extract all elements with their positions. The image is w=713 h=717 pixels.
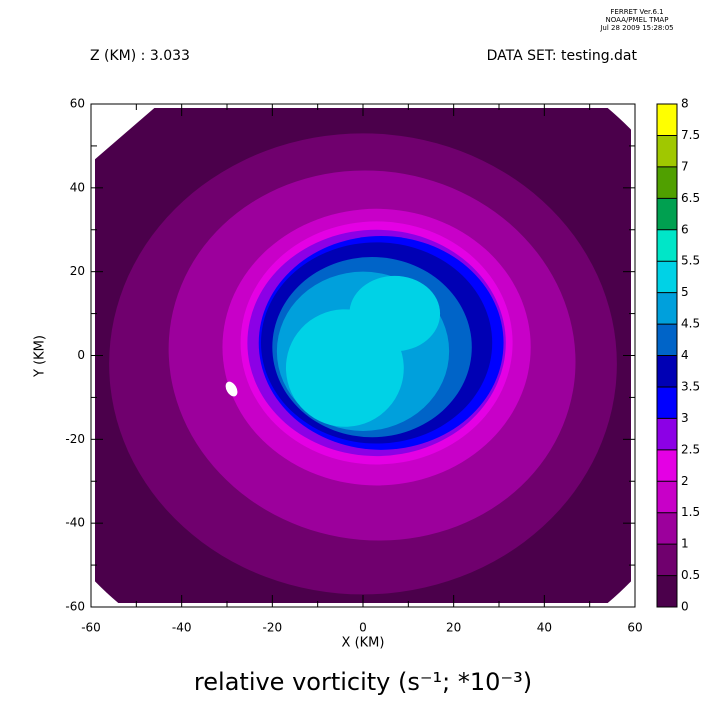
colorbar-label: 8	[681, 97, 689, 111]
x-tick-label: 20	[446, 621, 461, 635]
colorbar-band	[657, 481, 677, 513]
colorbar-label: 4	[681, 348, 689, 362]
y-tick-label: 0	[77, 348, 85, 362]
colorbar-label: 5.5	[681, 254, 700, 268]
x-axis-label: X (KM)	[342, 636, 385, 651]
y-tick-label: 60	[70, 97, 85, 111]
subtitle-left: Z (KM) : 3.033	[90, 48, 190, 64]
colorbar-band	[657, 324, 677, 356]
colorbar-band	[657, 575, 677, 607]
org: NOAA/PMEL TMAP	[606, 16, 669, 24]
y-tick-label: -20	[65, 432, 85, 446]
chart-title: relative vorticity (s⁻¹; *10⁻³)	[194, 668, 532, 696]
contour-band	[349, 275, 441, 352]
colorbar-label: 6.5	[681, 191, 700, 205]
colorbar-label: 7	[681, 159, 689, 173]
y-tick-label: -60	[65, 600, 85, 614]
colorbar-label: 0	[681, 600, 689, 614]
colorbar-label: 3.5	[681, 379, 700, 393]
y-axis-label: Y (KM)	[33, 335, 48, 378]
x-tick-label: 60	[627, 621, 642, 635]
colorbar-label: 2	[681, 474, 689, 488]
colorbar-band	[657, 292, 677, 325]
colorbar-band	[657, 386, 677, 419]
colorbar-band	[657, 512, 677, 545]
y-tick-label: 20	[70, 264, 85, 278]
x-tick-label: -60	[81, 621, 101, 635]
subtitle-right: DATA SET: testing.dat	[487, 48, 638, 64]
colorbar-band	[657, 544, 677, 576]
no-data	[225, 381, 238, 397]
date: Jul 28 2009 15:28:05	[599, 24, 673, 32]
colorbar-label: 7.5	[681, 128, 700, 142]
colorbar-band	[657, 355, 677, 387]
x-tick-label: 0	[359, 621, 367, 635]
colorbar-band	[657, 449, 677, 482]
x-tick-label: 40	[537, 621, 552, 635]
colorbar-label: 2.5	[681, 442, 700, 456]
colorbar-label: 1	[681, 537, 689, 551]
no-data	[95, 108, 155, 160]
colorbar-label: 5	[681, 285, 689, 299]
x-tick-label: -40	[172, 621, 192, 635]
colorbar-label: 6	[681, 222, 689, 236]
colorbar-band	[657, 229, 677, 262]
y-tick-label: 40	[70, 180, 85, 194]
x-tick-label: -20	[263, 621, 283, 635]
colorbar-band	[657, 104, 677, 136]
colorbar-label: 0.5	[681, 568, 700, 582]
colorbar-label: 3	[681, 411, 689, 425]
colorbar-label: 4.5	[681, 317, 700, 331]
colorbar-band	[657, 198, 677, 230]
program: FERRET Ver.6.1	[610, 8, 663, 16]
colorbar-band	[657, 166, 677, 199]
colorbar-label: 1.5	[681, 505, 700, 519]
y-tick-label: -40	[65, 516, 85, 530]
colorbar-band	[657, 135, 677, 167]
colorbar-band	[657, 261, 677, 293]
colorbar-band	[657, 418, 677, 450]
